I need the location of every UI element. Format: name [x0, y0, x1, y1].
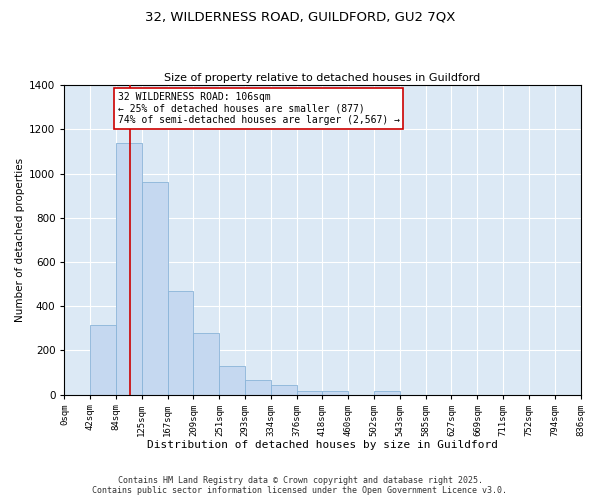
- Bar: [167, 290, 193, 395]
- Text: Contains HM Land Registry data © Crown copyright and database right 2025.
Contai: Contains HM Land Registry data © Crown c…: [92, 476, 508, 495]
- Bar: [116, 142, 142, 394]
- Y-axis label: Number of detached properties: Number of detached properties: [15, 158, 25, 322]
- Bar: [296, 391, 322, 394]
- X-axis label: Distribution of detached houses by size in Guildford: Distribution of detached houses by size …: [147, 440, 498, 450]
- Bar: [142, 182, 167, 394]
- Bar: [374, 391, 400, 394]
- Bar: [193, 332, 220, 394]
- Text: 32 WILDERNESS ROAD: 106sqm
← 25% of detached houses are smaller (877)
74% of sem: 32 WILDERNESS ROAD: 106sqm ← 25% of deta…: [118, 92, 400, 125]
- Text: 32, WILDERNESS ROAD, GUILDFORD, GU2 7QX: 32, WILDERNESS ROAD, GUILDFORD, GU2 7QX: [145, 10, 455, 23]
- Bar: [271, 384, 296, 394]
- Bar: [245, 380, 271, 394]
- Bar: [91, 326, 116, 394]
- Bar: [322, 391, 349, 394]
- Title: Size of property relative to detached houses in Guildford: Size of property relative to detached ho…: [164, 73, 481, 83]
- Bar: [220, 366, 245, 394]
